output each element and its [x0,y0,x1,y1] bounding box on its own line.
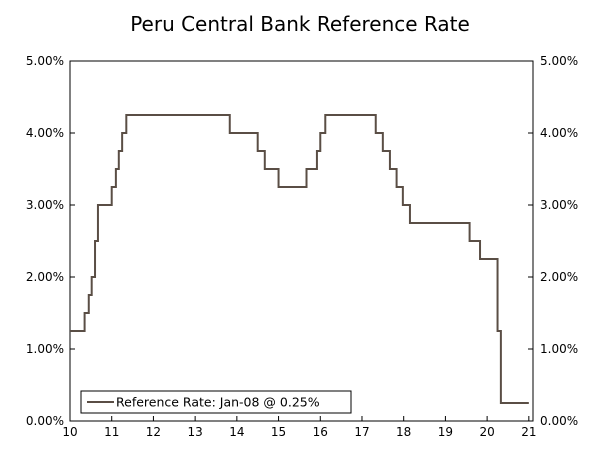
x-tick-label: 21 [521,425,536,439]
chart-title: Peru Central Bank Reference Rate [130,12,470,36]
x-tick-label: 16 [313,425,328,439]
plot-area-frame [69,60,534,422]
y-axis-left: 0.00% 1.00% 2.00% 3.00% 4.00% 5.00% [26,54,75,428]
y-tick-label-left: 0.00% [26,414,64,428]
y-tick-label-right: 1.00% [540,342,578,356]
y-tick-label-left: 3.00% [26,198,64,212]
series-layer [70,114,529,404]
x-tick-label: 18 [396,425,411,439]
legend: Reference Rate: Jan-08 @ 0.25% [80,390,352,414]
y-tick-label-left: 5.00% [26,54,64,68]
y-tick-label-left: 4.00% [26,126,64,140]
x-tick-label: 17 [354,425,369,439]
x-tick-label: 10 [62,425,77,439]
x-tick-label: 20 [479,425,494,439]
y-tick-label-right: 2.00% [540,270,578,284]
x-tick-label: 19 [438,425,453,439]
x-tick-label: 14 [229,425,244,439]
y-tick-label-left: 2.00% [26,270,64,284]
legend-box [80,390,352,414]
y-tick-label-right: 5.00% [540,54,578,68]
y-tick-label-right: 3.00% [540,198,578,212]
x-tick-label: 11 [104,425,119,439]
series-line-reference-rate [70,114,529,404]
x-tick-label: 12 [146,425,161,439]
legend-label: Reference Rate: Jan-08 @ 0.25% [116,395,320,410]
x-axis: 10 11 12 13 14 15 16 17 18 19 20 21 [62,416,536,439]
y-axis-right: 0.00% 1.00% 2.00% 3.00% 4.00% 5.00% [528,54,578,428]
y-tick-label-left: 1.00% [26,342,64,356]
x-tick-label: 15 [271,425,286,439]
x-tick-label: 13 [187,425,202,439]
y-tick-label-right: 4.00% [540,126,578,140]
y-tick-label-right: 0.00% [540,414,578,428]
